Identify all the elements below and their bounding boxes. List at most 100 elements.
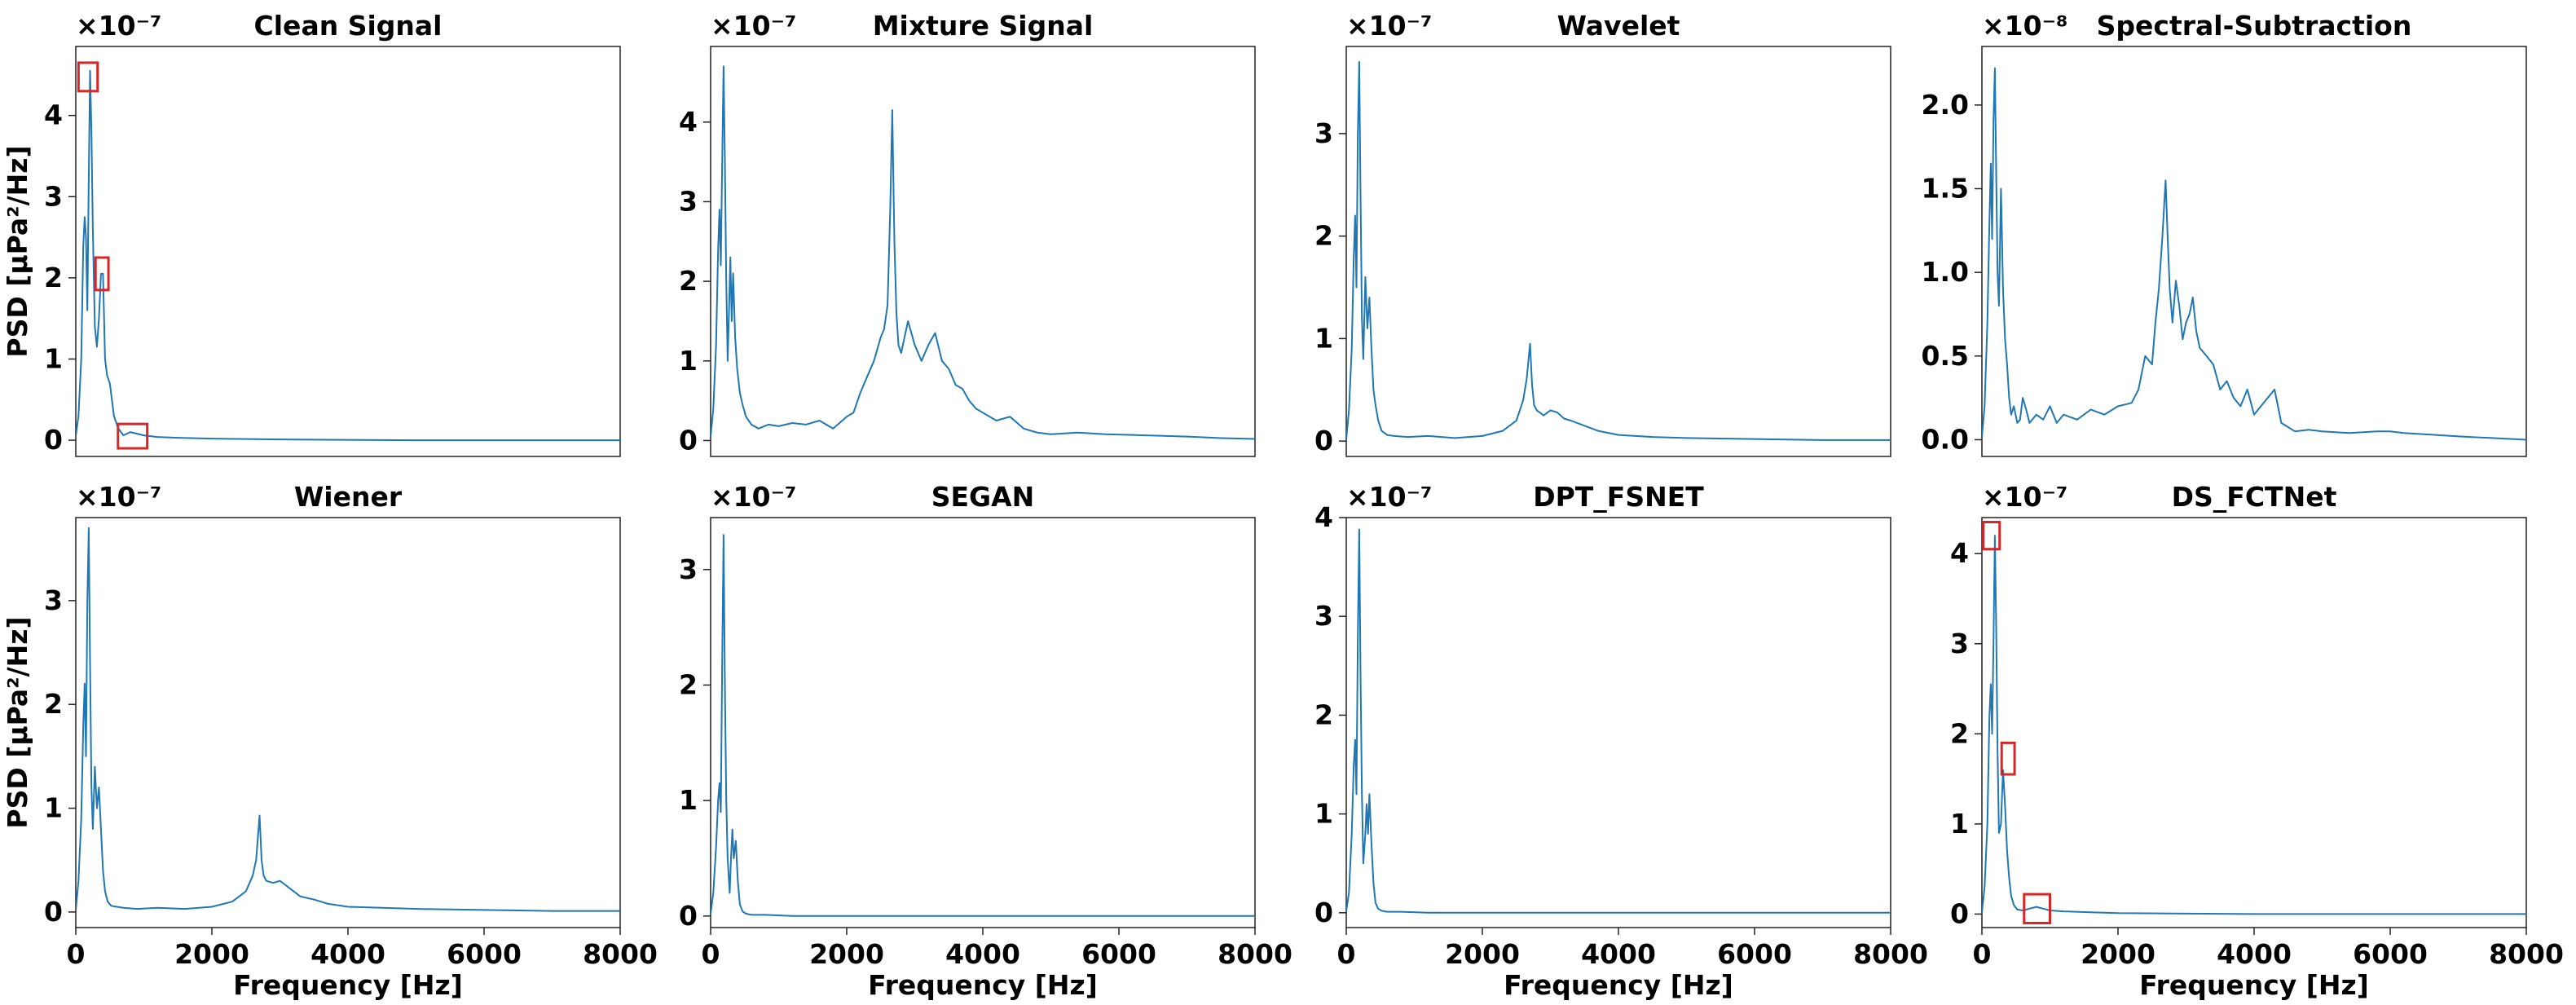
y-tick-label: 1 — [1314, 322, 1333, 354]
axis-multiplier: ×10⁻⁷ — [76, 10, 161, 42]
y-tick-label: 4 — [1314, 501, 1333, 533]
psd-series-line — [711, 534, 1255, 917]
y-tick-label: 1 — [679, 784, 698, 816]
highlight-box — [2000, 741, 2016, 776]
y-tick-label: 1 — [44, 342, 63, 374]
subplot-title: Spectral-Subtraction — [2097, 10, 2412, 42]
axes-frame — [1981, 517, 2527, 928]
x-tick-label: 6000 — [447, 938, 522, 970]
x-tick-label: 2000 — [809, 938, 884, 970]
y-tick-label: 1 — [679, 345, 698, 377]
y-axis-label: PSD [μPa²/Hz] — [2, 616, 33, 828]
y-tick-label: 0 — [44, 896, 63, 928]
y-tick-label: 0 — [679, 900, 698, 932]
subplot-2: Mixture Signal ×10⁻⁷ 0 1 2 3 4 — [679, 10, 1256, 457]
x-tick-label: 2000 — [174, 938, 249, 970]
y-tick-label: 0 — [44, 424, 63, 456]
subplot-title: Mixture Signal — [873, 10, 1094, 42]
axes-frame — [1981, 46, 2527, 457]
psd-series-line — [76, 69, 620, 442]
axes-frame — [1345, 517, 1891, 928]
y-tick-label: 1 — [44, 792, 63, 824]
subplot-title: Wavelet — [1557, 10, 1680, 42]
psd-series-line — [1982, 67, 2526, 441]
y-tick-label: 0.5 — [1922, 340, 1969, 372]
y-tick-label: 2 — [44, 688, 63, 720]
y-tick-label: 3 — [679, 553, 698, 585]
axes-frame — [710, 517, 1256, 928]
x-tick-label: 4000 — [945, 938, 1020, 970]
y-tick-label: 0 — [1950, 897, 1969, 929]
highlight-box — [1982, 521, 2001, 551]
x-tick-label: 4000 — [1581, 938, 1656, 970]
x-tick-label: 0 — [67, 938, 86, 970]
x-tick-label: 2000 — [1445, 938, 1520, 970]
x-tick-label: 8000 — [583, 938, 658, 970]
psd-series-line — [76, 527, 620, 912]
y-tick-label: 0 — [1314, 425, 1333, 456]
y-tick-label: 3 — [1314, 117, 1333, 149]
x-tick-label: 2000 — [2081, 938, 2155, 970]
x-tick-label: 0 — [1337, 938, 1356, 970]
y-tick-label: 2 — [679, 265, 698, 297]
y-tick-label: 1 — [1314, 798, 1333, 830]
y-tick-label: 2 — [44, 262, 63, 293]
subplot-8: DS_FCTNet ×10⁻⁷ 0 1 2 3 4 0 2000 4000 6000 8000 Freq… — [1950, 481, 2564, 1001]
y-tick-label: 3 — [679, 185, 698, 217]
highlight-box — [77, 61, 99, 93]
y-tick-label: 2 — [1950, 717, 1969, 749]
subplot-title: DPT_FSNET — [1533, 481, 1704, 513]
y-tick-label: 0.0 — [1922, 423, 1969, 455]
axes-frame — [1345, 46, 1891, 457]
y-axis-label: PSD [μPa²/Hz] — [2, 145, 33, 357]
y-tick-label: 2.0 — [1922, 89, 1969, 121]
psd-series-line — [1346, 528, 1891, 914]
x-tick-label: 4000 — [310, 938, 385, 970]
axis-multiplier: ×10⁻⁷ — [1982, 481, 2067, 513]
y-tick-label: 4 — [44, 99, 63, 131]
x-tick-label: 4000 — [2217, 938, 2292, 970]
x-axis-label: Frequency [Hz] — [233, 969, 463, 1001]
highlight-box — [2023, 893, 2052, 924]
subplot-title: Wiener — [294, 481, 403, 513]
x-tick-label: 8000 — [1853, 938, 1928, 970]
y-tick-label: 1 — [1950, 808, 1969, 840]
x-tick-label: 6000 — [1717, 938, 1792, 970]
highlight-box — [117, 422, 149, 450]
y-tick-label: 3 — [44, 584, 63, 616]
axis-multiplier: ×10⁻⁷ — [1346, 481, 1432, 513]
x-tick-label: 8000 — [1218, 938, 1292, 970]
y-tick-label: 0 — [1314, 897, 1333, 928]
y-tick-label: 3 — [1950, 628, 1969, 659]
axes-frame — [710, 46, 1256, 457]
axis-multiplier: ×10⁻⁸ — [1982, 10, 2067, 42]
highlight-box — [94, 256, 110, 292]
subplot-7: DPT_FSNET ×10⁻⁷ 0 1 2 3 4 0 2000 4000 6000 8000 Freq… — [1314, 481, 1928, 1001]
psd-series-line — [711, 65, 1255, 440]
subplot-title: SEGAN — [931, 481, 1035, 513]
x-tick-label: 6000 — [2353, 938, 2428, 970]
x-tick-label: 0 — [1973, 938, 1992, 970]
axes-frame — [75, 517, 621, 928]
y-tick-label: 4 — [1950, 537, 1969, 569]
axis-multiplier: ×10⁻⁷ — [1346, 10, 1432, 42]
y-tick-label: 3 — [44, 180, 63, 212]
x-axis-label: Frequency [Hz] — [1504, 969, 1733, 1001]
subplot-1: Clean Signal ×10⁻⁷ 0 1 2 3 4 PSD [μPa²/Hz] — [2, 10, 621, 457]
axes-frame — [75, 46, 621, 457]
y-tick-label: 4 — [679, 106, 698, 138]
y-tick-label: 2 — [679, 668, 698, 700]
x-axis-label: Frequency [Hz] — [2139, 969, 2369, 1001]
y-tick-label: 1.0 — [1922, 256, 1969, 288]
x-tick-label: 0 — [702, 938, 720, 970]
subplot-6: SEGAN ×10⁻⁷ 0 1 2 3 0 2000 4000 6000 8000 Frequency… — [679, 481, 1292, 1001]
axis-multiplier: ×10⁻⁷ — [711, 481, 796, 513]
y-tick-label: 3 — [1314, 600, 1333, 632]
subplot-3: Wavelet ×10⁻⁷ 0 1 2 3 — [1314, 10, 1891, 457]
x-tick-label: 6000 — [1081, 938, 1156, 970]
axis-multiplier: ×10⁻⁷ — [76, 481, 161, 513]
y-tick-label: 2 — [1314, 220, 1333, 252]
subplot-title: DS_FCTNet — [2172, 481, 2337, 513]
axis-multiplier: ×10⁻⁷ — [711, 10, 796, 42]
